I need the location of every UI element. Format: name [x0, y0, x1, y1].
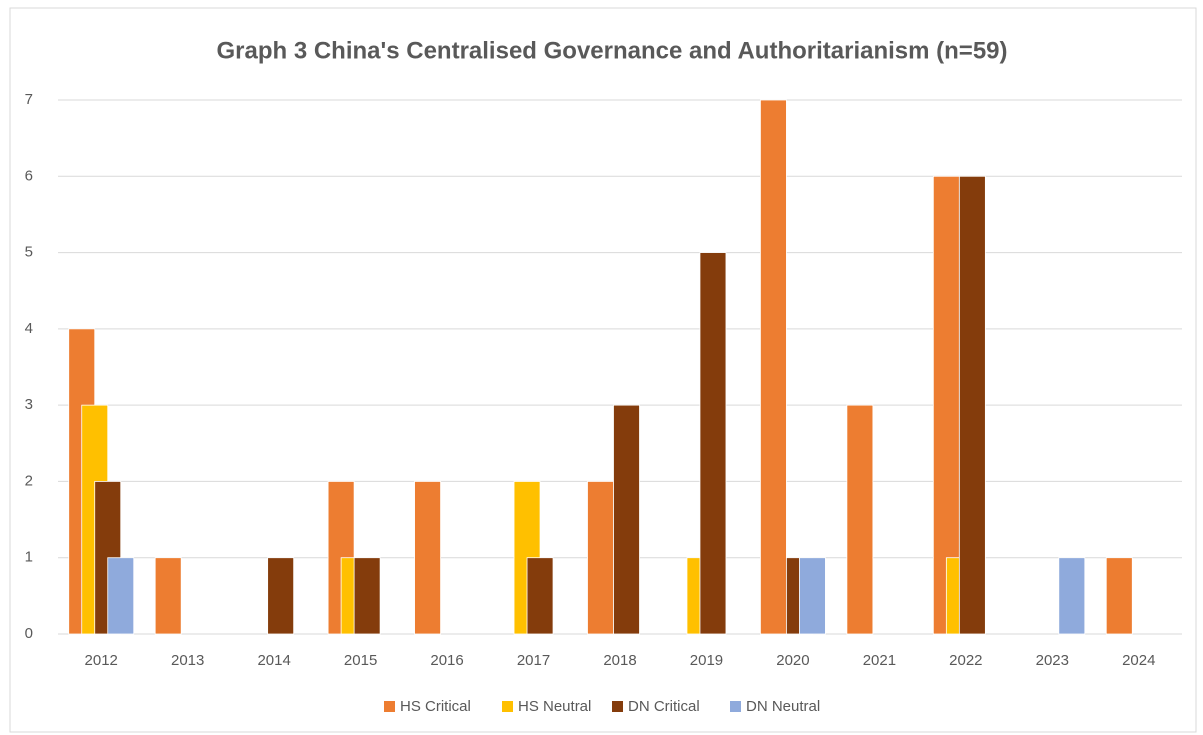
bar [613, 404, 640, 635]
x-tick-label: 2022 [949, 652, 982, 669]
x-tick-label: 2021 [863, 652, 896, 669]
x-tick-label: 2012 [85, 652, 118, 669]
bar [154, 557, 182, 635]
bar [267, 557, 295, 635]
y-tick-label: 0 [25, 625, 33, 642]
chart-title: Graph 3 China's Centralised Governance a… [216, 37, 1007, 64]
bar [1105, 557, 1133, 635]
legend-swatch [730, 701, 741, 712]
bar [587, 481, 614, 635]
x-tick-label: 2018 [603, 652, 636, 669]
legend-label: HS Critical [400, 698, 471, 715]
legend-label: DN Neutral [746, 698, 820, 715]
x-tick-label: 2023 [1036, 652, 1069, 669]
bar [699, 252, 727, 635]
bar [526, 557, 554, 635]
x-tick-label: 2020 [776, 652, 809, 669]
legend-label: HS Neutral [518, 698, 591, 715]
y-tick-label: 6 [25, 167, 33, 184]
x-tick-label: 2016 [430, 652, 463, 669]
x-tick-label: 2019 [690, 652, 723, 669]
bar [958, 175, 986, 635]
legend-swatch [612, 701, 623, 712]
y-tick-label: 1 [25, 549, 33, 566]
bar [414, 481, 441, 635]
y-tick-label: 2 [25, 472, 33, 489]
bar [760, 99, 787, 635]
bar [846, 404, 874, 635]
bar [353, 557, 381, 635]
y-tick-label: 5 [25, 244, 33, 261]
x-tick-label: 2014 [257, 652, 290, 669]
legend-label: DN Critical [628, 698, 700, 715]
bar [107, 557, 135, 635]
bar [1058, 557, 1086, 635]
y-tick-label: 4 [25, 320, 33, 337]
y-tick-label: 7 [25, 91, 33, 108]
bar [799, 557, 826, 635]
legend-swatch [384, 701, 395, 712]
x-tick-label: 2015 [344, 652, 377, 669]
legend-swatch [502, 701, 513, 712]
x-tick-label: 2017 [517, 652, 550, 669]
x-tick-label: 2024 [1122, 652, 1155, 669]
x-tick-label: 2013 [171, 652, 204, 669]
y-tick-label: 3 [25, 396, 33, 413]
